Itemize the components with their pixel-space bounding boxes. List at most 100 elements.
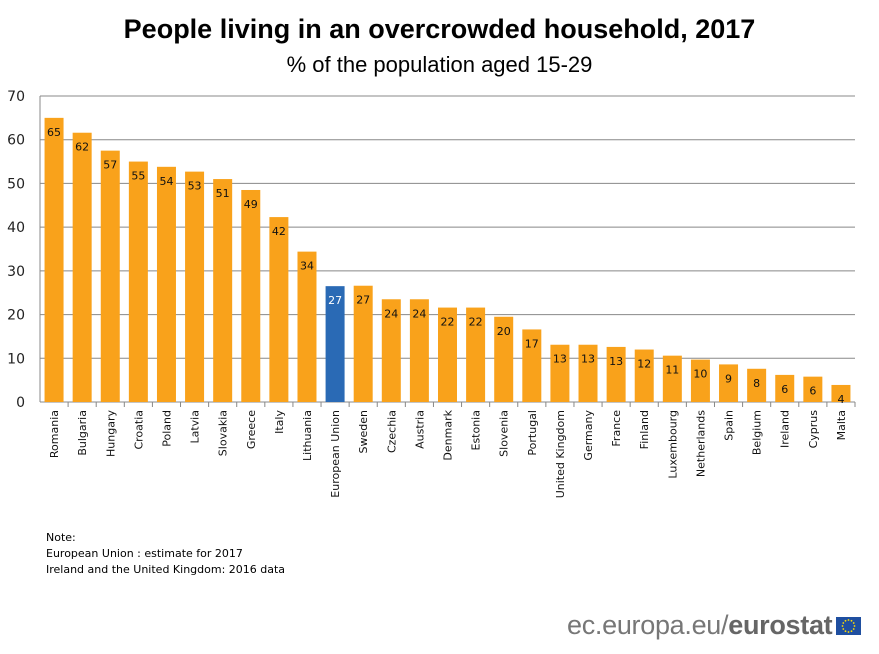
flag-star [842, 628, 845, 630]
x-tick-label: Cyprus [807, 410, 820, 449]
bar-luxembourg [662, 355, 682, 402]
data-label: 4 [837, 393, 844, 406]
x-tick-label: France [610, 410, 623, 447]
eurostat-logo: ec.europa.eu/eurostat [567, 610, 833, 641]
x-tick-label: Slovakia [217, 410, 230, 456]
bar-romania [44, 117, 64, 402]
x-tick-label: Slovenia [498, 410, 511, 457]
data-label: 22 [441, 316, 455, 329]
data-label: 13 [609, 355, 623, 368]
x-tick-label: European Union [329, 410, 342, 498]
x-tick-label: Portugal [526, 410, 539, 456]
x-tick-label: United Kingdom [554, 410, 567, 498]
data-label: 10 [693, 368, 707, 381]
data-label: 49 [244, 198, 258, 211]
flag-star [844, 630, 847, 633]
x-tick-label: Poland [160, 410, 173, 447]
y-tick-label: 50 [7, 176, 25, 192]
x-tick-label: Lithuania [301, 410, 314, 461]
bar-greece [241, 189, 261, 402]
x-tick-label: Latvia [189, 410, 202, 444]
bar-spain [719, 364, 739, 402]
data-label: 55 [131, 170, 145, 183]
footer-brand: eurostat [728, 610, 833, 640]
data-label: 6 [781, 383, 788, 396]
x-tick-label: Netherlands [694, 410, 707, 477]
bar-united-kingdom [550, 344, 570, 402]
bar-latvia [185, 171, 205, 402]
flag-star [850, 619, 853, 622]
note-heading: Note: [46, 531, 76, 544]
footer-site: ec.europa.eu/ [567, 610, 729, 640]
data-label: 42 [272, 225, 286, 238]
x-tick-label: Hungary [104, 410, 117, 457]
data-label: 62 [75, 141, 89, 154]
bar-germany [578, 344, 598, 402]
x-tick-label: Italy [273, 410, 286, 434]
flag-star [847, 631, 850, 633]
data-label: 11 [665, 364, 679, 377]
data-label: 53 [188, 180, 202, 193]
note-eu: European Union : estimate for 2017 [46, 547, 243, 560]
bar-finland [634, 349, 654, 402]
x-tick-label: Romania [48, 410, 61, 458]
bar-portugal [522, 329, 542, 402]
data-label: 13 [553, 353, 567, 366]
bar-czechia [381, 299, 401, 402]
data-label: 24 [384, 307, 398, 320]
x-tick-label: Luxembourg [666, 410, 679, 479]
eu-flag-icon [836, 617, 861, 635]
bar-italy [269, 217, 289, 402]
bar-france [606, 346, 626, 402]
flag-star [847, 619, 850, 621]
y-tick-label: 20 [7, 308, 25, 324]
y-tick-label: 10 [7, 351, 25, 367]
bar-denmark [438, 307, 457, 402]
bar-slovakia [213, 179, 233, 402]
bar-ireland [775, 374, 795, 402]
x-tick-label: Croatia [132, 410, 145, 450]
data-label: 17 [525, 337, 539, 350]
y-tick-label: 60 [7, 133, 25, 149]
bar-lithuania [297, 251, 317, 402]
data-label: 6 [809, 385, 816, 398]
y-tick-label: 70 [7, 89, 25, 105]
x-tick-label: Denmark [442, 409, 455, 460]
flag-star [852, 628, 855, 630]
chart-title: People living in an overcrowded househol… [123, 14, 756, 44]
bar-netherlands [690, 359, 710, 402]
x-tick-label: Austria [413, 410, 426, 449]
bar-estonia [466, 307, 486, 402]
data-label: 54 [159, 175, 173, 188]
x-tick-label: Belgium [751, 410, 764, 455]
data-label: 27 [356, 294, 370, 307]
x-tick-label: Bulgaria [76, 410, 89, 456]
data-label: 8 [753, 377, 760, 390]
flag-star [853, 625, 856, 627]
bar-belgium [747, 368, 767, 402]
x-tick-label: Estonia [470, 410, 483, 451]
data-label: 13 [581, 353, 595, 366]
x-tick-label: Ireland [779, 410, 792, 448]
flag-star [844, 619, 847, 622]
flag-star [850, 630, 853, 633]
bar-slovenia [494, 316, 514, 402]
x-tick-label: Finland [638, 410, 651, 449]
x-tick-label: Malta [835, 410, 848, 440]
data-label: 12 [637, 358, 651, 371]
note-ie-uk: Ireland and the United Kingdom: 2016 dat… [46, 563, 286, 576]
x-tick-label: Czechia [385, 410, 398, 453]
x-tick-label: Sweden [357, 410, 370, 453]
data-label: 57 [103, 159, 117, 172]
bar-european-union [325, 286, 345, 402]
x-tick-label: Germany [582, 410, 595, 461]
bar-austria [409, 299, 429, 402]
data-label: 24 [412, 307, 426, 320]
bar-malta [831, 384, 851, 402]
x-tick-label: Spain [723, 410, 736, 441]
data-label: 34 [300, 260, 314, 273]
chart-subtitle: % of the population aged 15-29 [286, 52, 593, 77]
data-label: 51 [216, 187, 230, 200]
